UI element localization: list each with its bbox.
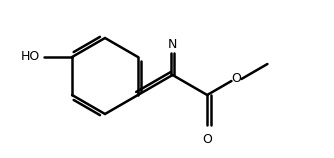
Text: O: O <box>231 73 241 85</box>
Text: O: O <box>202 133 212 146</box>
Text: HO: HO <box>20 51 40 64</box>
Text: N: N <box>168 39 177 52</box>
